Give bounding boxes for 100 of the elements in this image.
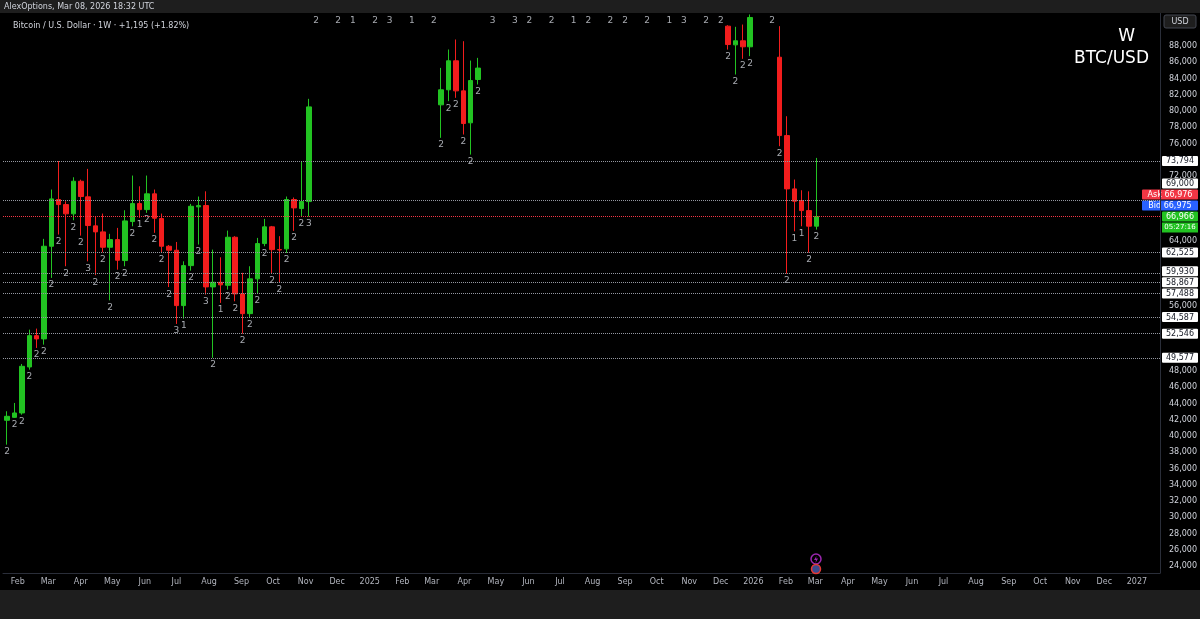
y-tick-label: 56,000 — [1169, 301, 1197, 311]
text: BTC/USD — [1074, 46, 1150, 67]
candlestick — [27, 329, 32, 371]
candlestick — [107, 233, 113, 301]
candlestick — [232, 235, 238, 302]
annotation: 2 — [247, 318, 253, 329]
annotation: 2 — [806, 254, 812, 265]
annotation: 2 — [144, 214, 150, 225]
y-tick-label: 28,000 — [1169, 528, 1197, 538]
x-tick-label: Oct — [266, 576, 280, 586]
annotation: 2 — [158, 254, 165, 265]
candlestick — [777, 25, 782, 147]
x-tick-label: Jul — [170, 576, 182, 586]
candlestick — [203, 190, 209, 296]
candlestick — [461, 40, 466, 136]
candlestick — [475, 57, 481, 86]
candlestick — [174, 241, 179, 325]
annotation: 1 — [408, 14, 415, 25]
candlestick — [122, 209, 128, 267]
annotation: 3 — [489, 14, 496, 25]
candlestick — [438, 67, 444, 139]
candlestick — [196, 196, 201, 246]
x-tick-label: Aug — [584, 576, 601, 586]
annotation: 2 — [55, 236, 62, 247]
text: AlexOptions, Mar 08, 2026 18:32 UTC — [0, 0, 1200, 13]
annotation: 2 — [769, 14, 776, 25]
candlestick — [34, 328, 39, 349]
y-tick-label: 34,000 — [1169, 479, 1197, 489]
annotation: 2 — [239, 335, 246, 346]
annotation: 2 — [526, 14, 533, 25]
ref-line-label: 73,794 — [1166, 156, 1194, 166]
annotation: 2 — [445, 102, 452, 113]
candlestick — [291, 197, 297, 232]
ref-line-label: 54,587 — [1166, 312, 1194, 322]
candlestick — [277, 235, 282, 283]
annotation: 3 — [305, 218, 312, 229]
candlestick — [247, 265, 253, 318]
x-tick-label: Nov — [297, 576, 314, 586]
y-tick-label: 44,000 — [1169, 398, 1197, 408]
annotation: 2 — [33, 349, 40, 360]
annotation: 2 — [548, 14, 555, 25]
y-axis-title: USD — [1171, 17, 1189, 26]
annotation: 2 — [4, 446, 11, 457]
x-tick-label: Sep — [234, 576, 250, 586]
candlestick — [19, 363, 25, 416]
candlestick — [159, 213, 164, 254]
annotation: 2 — [26, 371, 33, 382]
candlestick — [306, 98, 312, 218]
candlestick — [269, 225, 275, 275]
annotation: 3 — [85, 262, 91, 273]
x-tick-label: Mar — [424, 576, 441, 586]
candlestick — [41, 238, 47, 346]
annotation: 2 — [63, 267, 69, 278]
annotation: 2 — [747, 57, 754, 68]
y-tick-label: 80,000 — [1169, 106, 1197, 116]
candlestick — [188, 203, 194, 272]
annotation: 2 — [283, 254, 290, 265]
annotation: 2 — [77, 237, 84, 248]
annotation: 2 — [438, 139, 445, 150]
annotation: 2 — [41, 346, 47, 357]
annotation: 2 — [11, 419, 18, 430]
candlestick — [93, 216, 98, 276]
x-tick-label: Oct — [649, 576, 664, 586]
candlestick — [137, 185, 142, 219]
x-tick-label: Dec — [713, 576, 729, 586]
annotation: 1 — [217, 304, 224, 315]
annotation: 2 — [291, 232, 297, 243]
annotation: 3 — [386, 14, 393, 25]
annotation: 1 — [798, 227, 805, 238]
x-tick-label: Apr — [840, 576, 856, 586]
annotation: 2 — [475, 86, 481, 97]
x-tick-label: Apr — [73, 576, 89, 586]
annotation: 2 — [151, 234, 158, 245]
candlestick — [12, 402, 17, 419]
y-tick-label: 76,000 — [1169, 138, 1197, 148]
annotation: 1 — [136, 219, 143, 230]
candlestick — [4, 410, 10, 446]
candlestick — [740, 24, 746, 60]
candlestick — [63, 200, 69, 267]
candlestick — [56, 160, 61, 236]
y-tick-label: 86,000 — [1169, 57, 1197, 67]
x-tick-label: Mar — [807, 576, 824, 586]
annotation: 2 — [313, 14, 320, 25]
annotation: 2 — [107, 301, 114, 312]
candlestick — [49, 189, 54, 279]
annotation: 2 — [739, 60, 746, 71]
annotation: 2 — [430, 14, 437, 25]
ref-line-label: 59,930 — [1166, 266, 1194, 276]
annotation: 2 — [725, 51, 731, 62]
annotation: 2 — [114, 271, 121, 282]
x-tick-label: Jul — [937, 576, 949, 586]
x-tick-label: Aug — [201, 576, 217, 586]
candlestick — [792, 179, 797, 232]
y-tick-label: 64,000 — [1169, 236, 1197, 246]
annotation: 2 — [48, 279, 55, 290]
y-tick-label: 78,000 — [1169, 122, 1197, 132]
annotation: 2 — [210, 359, 217, 370]
annotation: 2 — [460, 136, 467, 147]
y-tick-label: 24,000 — [1169, 561, 1197, 571]
x-tick-label: Feb — [395, 576, 410, 586]
